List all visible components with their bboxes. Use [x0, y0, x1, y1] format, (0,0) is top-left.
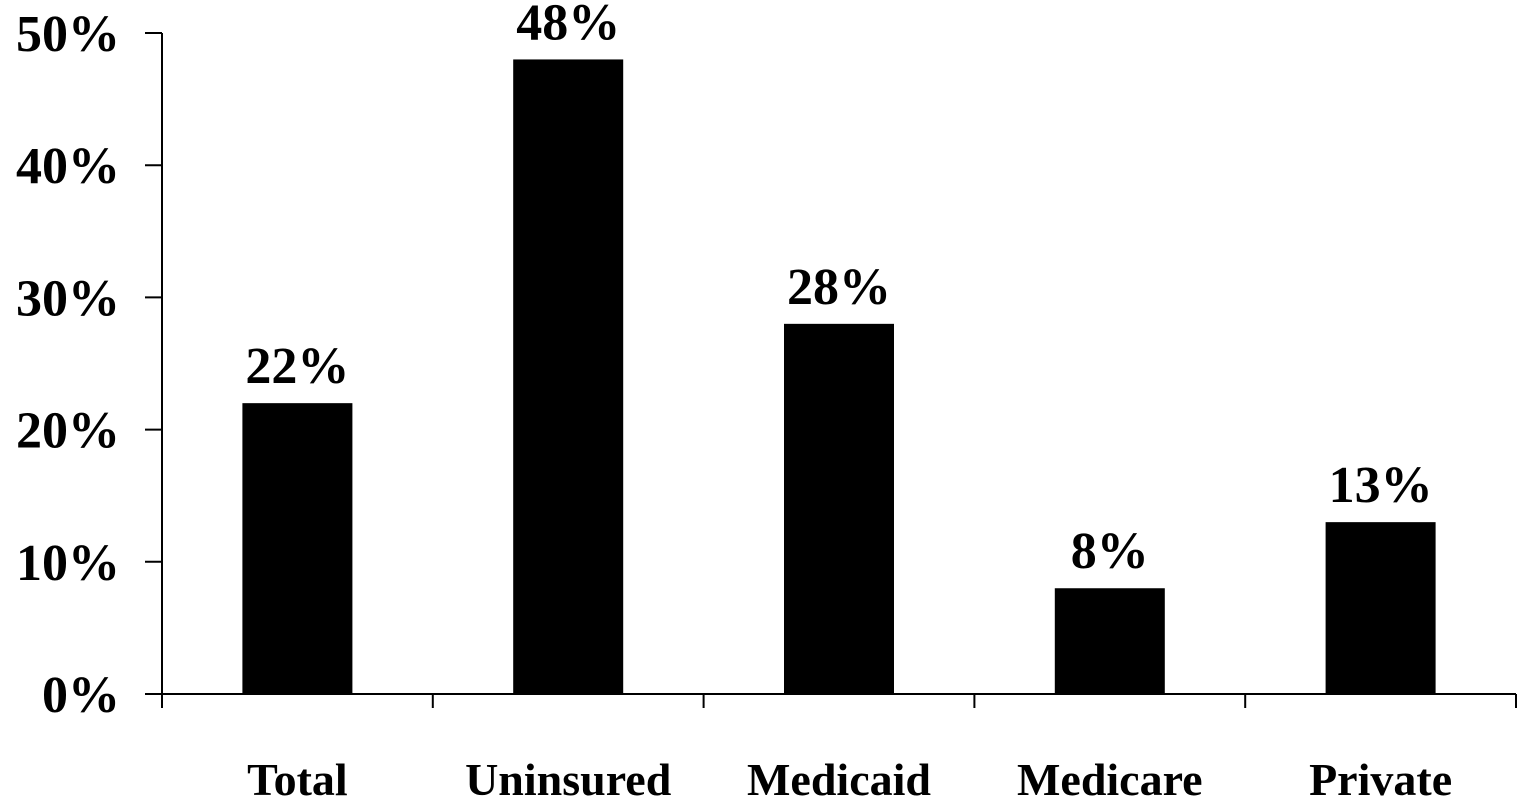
y-axis: 0% 10% 20% 30% 40% 50%	[16, 6, 163, 724]
bars	[242, 59, 1436, 694]
data-labels: 22% 48% 28% 8% 13%	[245, 0, 1432, 580]
bar-private	[1325, 522, 1436, 694]
x-category-label: Total	[247, 754, 348, 801]
bar-medicare	[1054, 588, 1165, 694]
bar-total	[242, 403, 353, 694]
y-tick-label: 50%	[16, 6, 120, 63]
x-category-label: Medicaid	[747, 754, 931, 801]
y-tick-label: 0%	[42, 667, 120, 724]
bar-medicaid	[784, 323, 894, 694]
data-label: 8%	[1071, 523, 1149, 580]
data-label: 13%	[1329, 457, 1433, 514]
x-category-label: Medicare	[1017, 754, 1203, 801]
y-tick-label: 10%	[16, 535, 120, 592]
bar-uninsured	[513, 59, 624, 694]
x-category-label: Private	[1309, 754, 1452, 801]
x-axis: Total Uninsured Medicaid Medicare Private	[161, 693, 1517, 801]
y-tick-label: 20%	[16, 403, 120, 460]
y-tick-label: 40%	[16, 138, 120, 195]
data-label: 28%	[787, 259, 891, 316]
x-category-label: Uninsured	[465, 754, 672, 801]
y-tick-label: 30%	[16, 270, 120, 327]
data-label: 48%	[516, 0, 620, 51]
data-label: 22%	[245, 338, 349, 395]
